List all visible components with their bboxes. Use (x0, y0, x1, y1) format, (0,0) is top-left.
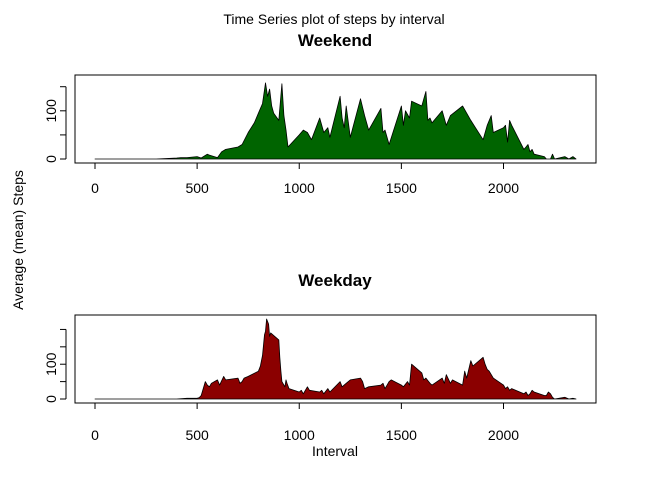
weekday-x-tick-label: 2000 (488, 427, 519, 443)
weekend-x-tick-label: 1000 (284, 180, 315, 196)
weekend-x-tick-label: 2000 (488, 180, 519, 196)
weekday-panel: Weekday 0 500 1000 1500 2000 0 100 (43, 271, 597, 443)
weekend-x-tick-label: 1500 (386, 180, 417, 196)
weekend-panel: Weekend 0 500 1000 1500 2000 0 100 (43, 31, 597, 196)
weekday-y-axis: 0 100 (43, 328, 67, 403)
weekend-y-tick-label: 0 (43, 155, 59, 163)
weekday-panel-title: Weekday (298, 271, 372, 290)
weekday-x-tick-label: 1000 (284, 427, 315, 443)
weekday-x-tick-label: 1500 (386, 427, 417, 443)
weekday-area-series (94, 318, 577, 400)
weekday-x-tick-label: 0 (91, 427, 99, 443)
shared-x-axis-label: Interval (312, 443, 358, 459)
weekend-x-axis: 0 500 1000 1500 2000 (91, 162, 519, 196)
weekend-y-axis: 0 100 (43, 86, 67, 163)
weekday-x-axis: 0 500 1000 1500 2000 (91, 402, 519, 443)
weekend-area-series (94, 82, 577, 160)
weekend-x-tick-label: 0 (91, 180, 99, 196)
weekday-y-tick-label: 0 (43, 395, 59, 403)
weekend-y-tick-label: 100 (43, 99, 59, 123)
weekday-x-tick-label: 500 (185, 427, 209, 443)
shared-y-axis-label: Average (mean) Steps (10, 170, 26, 310)
weekend-panel-title: Weekend (298, 31, 372, 50)
weekday-y-tick-label: 100 (43, 352, 59, 376)
weekend-x-tick-label: 500 (185, 180, 209, 196)
figure-title: Time Series plot of steps by interval (223, 11, 444, 27)
